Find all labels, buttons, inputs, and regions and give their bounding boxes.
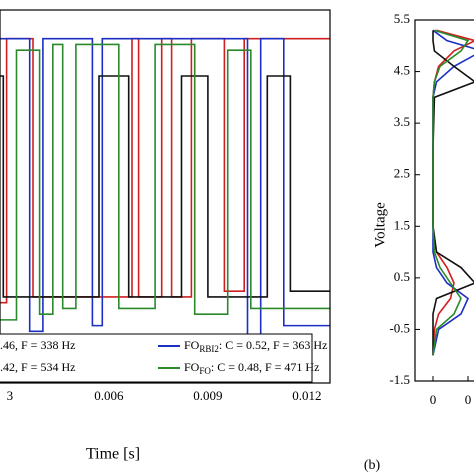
x-axis-label: Time [s] xyxy=(86,446,140,463)
plot-frame xyxy=(0,9,331,384)
x-tick-label: 0.006 xyxy=(94,388,124,403)
x-tick-label: 0 xyxy=(465,392,472,407)
legend-box xyxy=(0,333,313,383)
legend-label: FOFO: C = 0.48, F = 471 Hz xyxy=(184,360,319,376)
y-tick-label: 5.5 xyxy=(394,11,410,26)
x-tick-label: 0 xyxy=(430,392,437,407)
legend-label: .42, F = 534 Hz xyxy=(0,360,75,374)
y-tick-label: 2.5 xyxy=(394,166,410,181)
legend-label: .46, F = 338 Hz xyxy=(0,338,75,352)
y-axis-label: Voltage xyxy=(372,202,388,248)
density-curve xyxy=(432,29,470,356)
y-tick-label: -1.5 xyxy=(389,372,410,387)
density-curve xyxy=(432,29,474,356)
panel-label: (b) xyxy=(364,458,381,473)
y-tick-label: 3.5 xyxy=(394,114,410,129)
series-line xyxy=(0,75,330,298)
legend-text: : C = 0.52, F = 363 Hz xyxy=(219,338,328,352)
x-tick-label: 0.009 xyxy=(193,388,222,403)
legend-text: .46, F = 338 Hz xyxy=(0,338,75,352)
x-tick-label: 0.012 xyxy=(292,388,321,403)
legend-sub: RBI2 xyxy=(199,344,219,354)
y-tick-label: -0.5 xyxy=(389,320,410,335)
x-tick-label: 3 xyxy=(7,388,14,403)
legend-main: FO xyxy=(184,338,200,352)
legend-main: FO xyxy=(184,360,200,374)
legend-text: : C = 0.48, F = 471 Hz xyxy=(211,360,320,374)
series-line xyxy=(0,37,330,338)
y-tick-label: 1.5 xyxy=(394,217,410,232)
legend-text: .42, F = 534 Hz xyxy=(0,360,75,374)
legend-label: FORBI2: C = 0.52, F = 363 Hz xyxy=(184,338,327,354)
series-line xyxy=(0,37,330,304)
plot-frame xyxy=(414,19,474,382)
y-tick-label: 4.5 xyxy=(394,63,410,78)
legend-sub: FO xyxy=(199,366,211,376)
series-line xyxy=(0,43,330,321)
y-tick-label: 0.5 xyxy=(394,269,410,284)
